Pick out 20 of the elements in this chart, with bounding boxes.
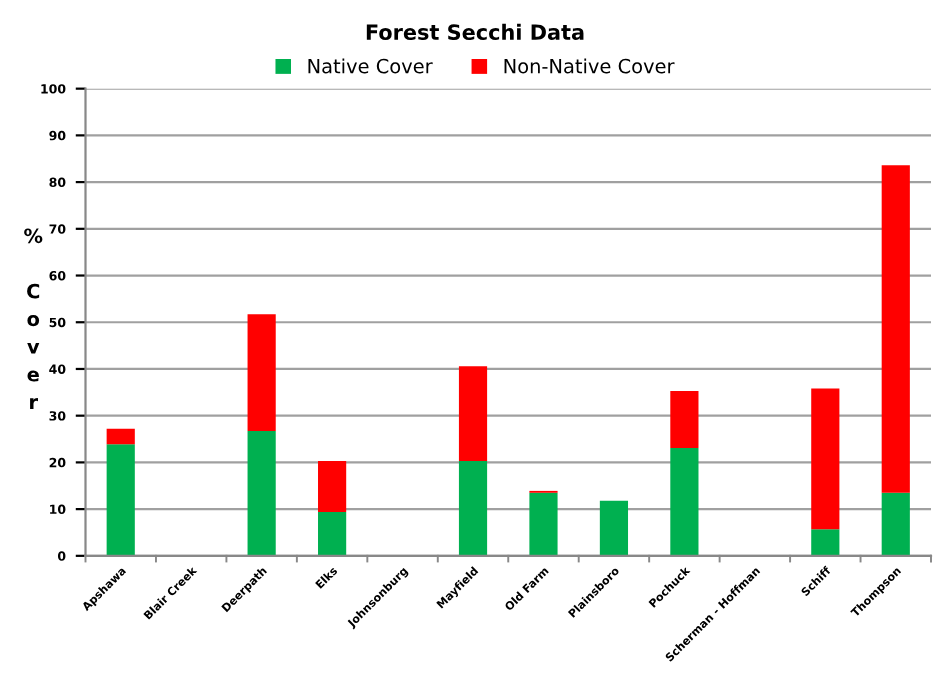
bar: [106, 444, 135, 556]
bar: [247, 431, 276, 556]
bar: [247, 314, 276, 432]
bar: [599, 500, 629, 556]
bar: [670, 390, 699, 448]
bar: [458, 460, 488, 556]
bar: [670, 447, 699, 556]
bar: [529, 492, 558, 556]
bar: [881, 165, 910, 493]
chart-title: Forest Secchi Data: [366, 23, 584, 40]
bar: [318, 460, 347, 512]
bar: [458, 366, 488, 461]
bar: [881, 492, 910, 556]
bar: [811, 388, 840, 530]
bar: [318, 511, 347, 556]
bar: [106, 428, 135, 445]
legend-label: Non-Native Cover: [504, 58, 675, 74]
legend-label: Native Cover: [308, 58, 433, 74]
bar: [811, 529, 840, 556]
text: % Cover: [24, 228, 43, 409]
